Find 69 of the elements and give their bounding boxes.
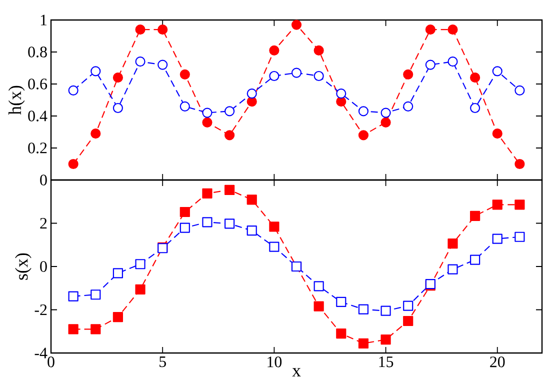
point [224, 130, 235, 140]
point [492, 234, 502, 244]
point [135, 259, 146, 270]
point [470, 72, 480, 83]
point [403, 69, 414, 80]
point [358, 304, 369, 314]
point [448, 238, 458, 249]
point [448, 24, 458, 35]
point [314, 301, 324, 312]
point [224, 218, 235, 229]
y-tick-label: 0.4 [28, 110, 48, 122]
y-tick-label: 0.8 [28, 46, 47, 58]
point [224, 184, 235, 195]
x-tick-label: 15 [379, 356, 394, 368]
point [380, 334, 391, 345]
point [380, 306, 391, 316]
point [358, 338, 369, 349]
point [291, 20, 302, 30]
point [112, 312, 124, 322]
y-tick-label: 1 [40, 14, 47, 26]
y-axis-title: h(x) [8, 86, 25, 115]
point [336, 328, 346, 339]
x-tick-label: 20 [490, 356, 505, 368]
point [492, 128, 502, 139]
point [514, 200, 525, 210]
point [202, 217, 212, 228]
point [314, 281, 324, 292]
point [112, 72, 124, 83]
point [448, 264, 458, 274]
point [246, 194, 257, 205]
x-tick-label: 5 [160, 356, 166, 368]
y-axis-title: s(x) [15, 253, 32, 280]
point [269, 242, 280, 252]
point [425, 24, 436, 35]
y-tick-label: 0.6 [28, 78, 48, 90]
point [180, 206, 190, 218]
point [202, 188, 212, 198]
point [180, 69, 190, 80]
y-tick-label: 2 [40, 218, 47, 229]
point [68, 158, 78, 170]
point [68, 324, 78, 334]
point [90, 290, 101, 300]
point [492, 200, 502, 210]
y-tick-label: 0 [40, 174, 47, 186]
point [470, 254, 480, 265]
point [403, 316, 414, 326]
point [90, 324, 101, 334]
x-tick-label: 10 [268, 356, 282, 368]
point [269, 222, 280, 232]
point [380, 117, 391, 128]
y-tick-label: -2 [34, 304, 47, 316]
point [158, 24, 168, 35]
y-tick-label: 0 [40, 261, 47, 272]
point [470, 210, 480, 221]
point [514, 158, 525, 170]
point [202, 117, 212, 128]
point [269, 45, 280, 56]
point [358, 130, 369, 140]
point [314, 45, 324, 56]
x-axis-title: x [292, 368, 301, 376]
point [135, 24, 146, 35]
point [112, 268, 124, 278]
x-tick-label: 0 [48, 356, 54, 368]
point [90, 128, 101, 139]
point [135, 284, 146, 294]
y-tick-label: 0.2 [28, 142, 47, 154]
point [403, 300, 414, 311]
point [180, 222, 190, 233]
y-tick-label: -4 [34, 348, 48, 358]
